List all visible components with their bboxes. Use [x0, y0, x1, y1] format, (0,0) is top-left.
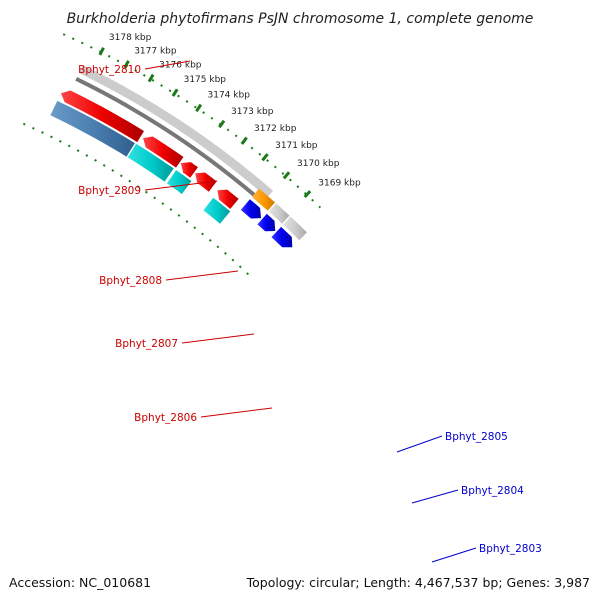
gene-label-leader — [396, 435, 443, 453]
gene-bphyt-2803[interactable] — [271, 226, 293, 248]
kbp-tick-label: 3175 kbp — [184, 75, 227, 85]
gene-label-bphyt-2809[interactable]: Bphyt_2809 — [78, 185, 141, 197]
gene-bphyt-2805[interactable] — [240, 199, 261, 219]
gene-label-bphyt-2810[interactable]: Bphyt_2810 — [78, 64, 141, 76]
major-tick — [303, 190, 312, 198]
gene-label-leader — [165, 270, 239, 281]
accession-text: Accession: NC_010681 — [9, 575, 152, 590]
kbp-tick-label: 3174 kbp — [208, 91, 251, 101]
gene-label-bphyt-2807[interactable]: Bphyt_2807 — [115, 338, 178, 350]
cog-bar-bphyt-2806[interactable] — [203, 197, 231, 224]
gene-label-leader — [144, 180, 218, 191]
kbp-tick-label: 3170 kbp — [297, 159, 340, 169]
major-tick — [282, 171, 291, 180]
gene-label-bphyt-2804[interactable]: Bphyt_2804 — [461, 485, 524, 497]
kbp-tick-label: 3173 kbp — [231, 107, 274, 117]
topology-text: Topology: circular; Length: 4,467,537 bp… — [246, 575, 590, 590]
gene-label-bphyt-2803[interactable]: Bphyt_2803 — [479, 543, 542, 555]
gene-bphyt-2806[interactable] — [217, 189, 239, 209]
cog-bar-bphyt-2804[interactable] — [268, 203, 290, 224]
backbone-arc — [75, 77, 265, 204]
cog-bar-bphyt-2805[interactable] — [251, 188, 275, 211]
major-tick — [195, 103, 203, 113]
map-title: Burkholderia phytofirmans PsJN chromosom… — [67, 11, 534, 27]
major-tick — [261, 153, 269, 162]
major-tick — [218, 119, 226, 129]
gene-label-leader — [181, 333, 255, 344]
gene-label-leader — [144, 60, 191, 70]
gene-bphyt-2808[interactable] — [180, 162, 198, 178]
kbp-tick-label: 3171 kbp — [275, 141, 318, 151]
major-tick — [123, 60, 130, 69]
kbp-tick-label: 3172 kbp — [254, 124, 297, 134]
inner-tick-ring — [22, 122, 253, 279]
major-tick — [98, 47, 105, 56]
gene-bphyt-2809[interactable] — [143, 136, 184, 168]
major-tick — [171, 88, 179, 97]
gene-label-leader — [431, 547, 477, 563]
gene-label-leader — [200, 407, 273, 418]
kbp-tick-label: 3169 kbp — [318, 178, 361, 188]
gene-label-bphyt-2806[interactable]: Bphyt_2806 — [134, 412, 197, 424]
kbp-tick-label: 3177 kbp — [134, 46, 177, 56]
major-tick — [240, 136, 248, 145]
backbone-light-arc — [78, 64, 274, 198]
cog-bar-bphyt-2809[interactable] — [127, 143, 174, 182]
kbp-tick-label: 3176 kbp — [159, 60, 202, 70]
gene-label-bphyt-2808[interactable]: Bphyt_2808 — [99, 275, 162, 287]
cog-bar-bphyt-2810[interactable] — [50, 100, 135, 157]
cog-bar-bphyt-2808[interactable] — [166, 170, 192, 194]
cog-bar-bphyt-2803[interactable] — [283, 216, 307, 241]
gene-label-leader — [411, 489, 459, 504]
major-tick — [147, 73, 155, 83]
gene-bphyt-2810[interactable] — [61, 90, 144, 143]
gene-bphyt-2804[interactable] — [257, 213, 276, 232]
gene-label-bphyt-2805[interactable]: Bphyt_2805 — [445, 431, 508, 443]
kbp-tick-label: 3178 kbp — [109, 33, 152, 43]
